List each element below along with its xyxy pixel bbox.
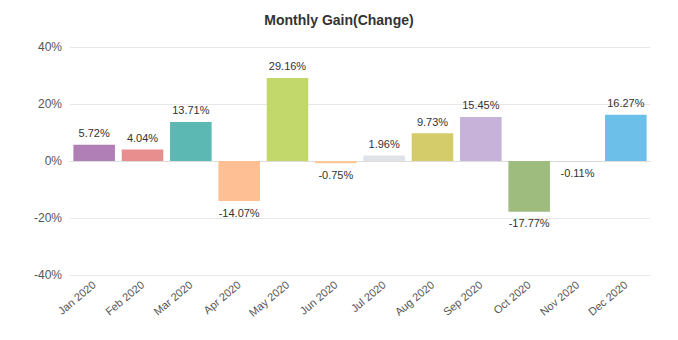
svg-text:May 2020: May 2020: [247, 278, 292, 318]
svg-text:Aug 2020: Aug 2020: [393, 278, 437, 317]
svg-text:-20%: -20%: [34, 211, 62, 225]
svg-text:Apr 2020: Apr 2020: [201, 278, 243, 316]
svg-text:29.16%: 29.16%: [269, 60, 307, 72]
svg-text:Jan 2020: Jan 2020: [56, 278, 98, 316]
svg-text:13.71%: 13.71%: [172, 104, 210, 116]
svg-text:Monthly Gain(Change): Monthly Gain(Change): [264, 12, 413, 28]
svg-text:-0.11%: -0.11%: [560, 167, 594, 179]
svg-text:-14.07%: -14.07%: [219, 207, 260, 219]
svg-text:Nov 2020: Nov 2020: [538, 278, 582, 317]
svg-text:Feb 2020: Feb 2020: [103, 278, 146, 317]
svg-text:Jul 2020: Jul 2020: [348, 278, 388, 314]
svg-text:-40%: -40%: [34, 268, 62, 282]
svg-text:Mar 2020: Mar 2020: [151, 278, 194, 317]
svg-text:0%: 0%: [45, 154, 63, 168]
svg-text:4.04%: 4.04%: [127, 132, 158, 144]
svg-text:9.73%: 9.73%: [417, 116, 448, 128]
svg-text:Jun 2020: Jun 2020: [297, 278, 339, 316]
svg-text:Oct 2020: Oct 2020: [491, 278, 533, 316]
svg-text:16.27%: 16.27%: [607, 97, 645, 109]
svg-text:40%: 40%: [38, 40, 62, 54]
svg-text:1.96%: 1.96%: [369, 138, 400, 150]
svg-text:Sep 2020: Sep 2020: [441, 278, 485, 317]
svg-text:Dec 2020: Dec 2020: [586, 278, 630, 317]
svg-text:5.72%: 5.72%: [79, 127, 110, 139]
svg-text:20%: 20%: [38, 97, 62, 111]
svg-text:-17.77%: -17.77%: [509, 217, 550, 229]
svg-text:15.45%: 15.45%: [462, 99, 500, 111]
svg-text:-0.75%: -0.75%: [318, 169, 353, 181]
